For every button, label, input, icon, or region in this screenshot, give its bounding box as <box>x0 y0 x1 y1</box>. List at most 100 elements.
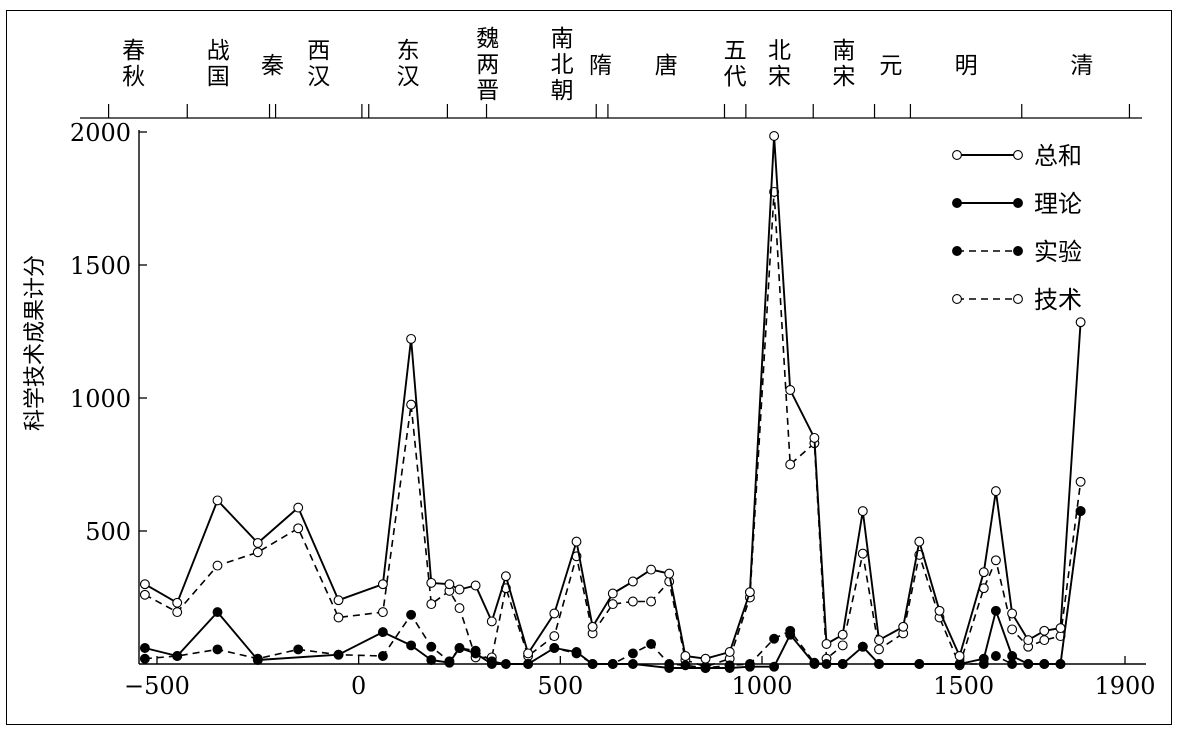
data-point <box>990 605 1001 616</box>
x-tick-label: −500 <box>124 672 190 700</box>
data-point <box>954 651 965 661</box>
data-point <box>700 663 711 673</box>
dynasty-label: 魏两晋 <box>476 26 499 104</box>
data-point <box>874 644 884 655</box>
data-point <box>898 621 909 632</box>
y-tick-label: 2000 <box>70 119 131 147</box>
data-point <box>1007 651 1018 661</box>
data-point <box>1075 476 1086 487</box>
data-point <box>252 655 263 665</box>
y-tick-label: 1000 <box>70 385 131 413</box>
data-point <box>934 605 945 616</box>
data-point <box>426 655 437 665</box>
data-point <box>1075 317 1086 328</box>
data-point <box>406 640 417 651</box>
legend-label: 理论 <box>1034 190 1082 218</box>
dynasty-timeline: 春秋 战国 秦西汉 东汉 魏两晋 南北朝隋 唐 五代北宋南宋元 明 清 <box>80 26 1142 119</box>
dynasty-label: 隋 <box>589 53 612 79</box>
data-point <box>914 536 925 547</box>
data-point <box>172 607 183 618</box>
dynasty-label: 秦 <box>261 53 284 79</box>
data-point <box>212 495 223 506</box>
data-point <box>700 653 711 664</box>
data-point <box>744 661 755 672</box>
data-point <box>333 612 344 623</box>
data-point <box>724 647 735 657</box>
data-point <box>627 659 638 669</box>
data-point <box>454 584 465 595</box>
data-point <box>607 599 618 610</box>
data-point <box>990 651 1001 661</box>
data-point <box>1023 635 1034 646</box>
data-point <box>769 633 780 644</box>
data-point <box>172 597 183 608</box>
data-point <box>426 577 437 588</box>
data-point <box>212 607 223 618</box>
legend-marker <box>952 246 962 256</box>
data-point <box>406 609 417 620</box>
dynasty-label: 唐 <box>655 53 678 79</box>
data-point <box>406 333 417 344</box>
data-point <box>454 603 465 614</box>
dynasty-label: 清 <box>1070 53 1093 79</box>
data-point <box>549 643 560 653</box>
legend-label: 实验 <box>1034 238 1082 266</box>
chart-frame <box>6 10 1172 725</box>
data-point <box>549 631 560 642</box>
legend-marker <box>952 294 962 304</box>
data-point <box>607 659 618 669</box>
data-point <box>627 596 638 607</box>
dynasty-label: 五代 <box>724 38 747 90</box>
data-point <box>785 629 796 640</box>
data-point <box>486 659 497 669</box>
data-point <box>785 385 796 395</box>
data-point <box>978 653 989 664</box>
legend-marker <box>1013 198 1023 208</box>
data-point <box>857 548 868 559</box>
data-point <box>500 571 511 582</box>
data-point <box>769 661 780 672</box>
data-point <box>837 659 848 669</box>
data-point <box>664 663 675 673</box>
data-point <box>523 659 534 669</box>
data-point <box>426 641 437 652</box>
data-point <box>426 599 437 610</box>
data-point <box>523 648 534 659</box>
data-point <box>444 579 455 590</box>
legend-label: 技术 <box>1034 286 1082 314</box>
data-point <box>212 644 223 655</box>
data-point <box>406 399 417 410</box>
dynasty-label: 南宋 <box>832 38 855 90</box>
data-point <box>1007 624 1018 635</box>
data-point <box>333 649 344 660</box>
data-point <box>809 432 820 443</box>
data-point <box>785 459 796 470</box>
x-tick-label: 1900 <box>1094 672 1155 700</box>
legend-marker <box>1013 294 1023 304</box>
data-point <box>377 651 388 661</box>
data-point <box>212 560 223 571</box>
data-point <box>139 653 150 664</box>
data-point <box>139 579 150 590</box>
dynasty-label: 北宋 <box>768 38 791 90</box>
data-point <box>377 627 388 638</box>
data-point <box>809 659 820 669</box>
data-point <box>1055 659 1066 669</box>
data-point <box>821 639 832 649</box>
data-point <box>724 663 735 673</box>
legend-marker <box>952 198 962 208</box>
data-point <box>549 608 560 619</box>
axis-ticks: 500 1000 1500 2000 −500 0 500 1000 1500 1900 <box>70 119 1156 700</box>
data-point <box>744 587 755 598</box>
dynasty-label: 南北朝 <box>551 26 574 104</box>
data-point <box>627 576 638 587</box>
x-tick-label: 1000 <box>731 672 792 700</box>
data-point <box>978 567 989 578</box>
data-point <box>1039 625 1050 636</box>
data-point <box>587 659 598 669</box>
data-point <box>139 643 150 653</box>
data-point <box>607 588 618 599</box>
x-tick-label: 1500 <box>933 672 994 700</box>
